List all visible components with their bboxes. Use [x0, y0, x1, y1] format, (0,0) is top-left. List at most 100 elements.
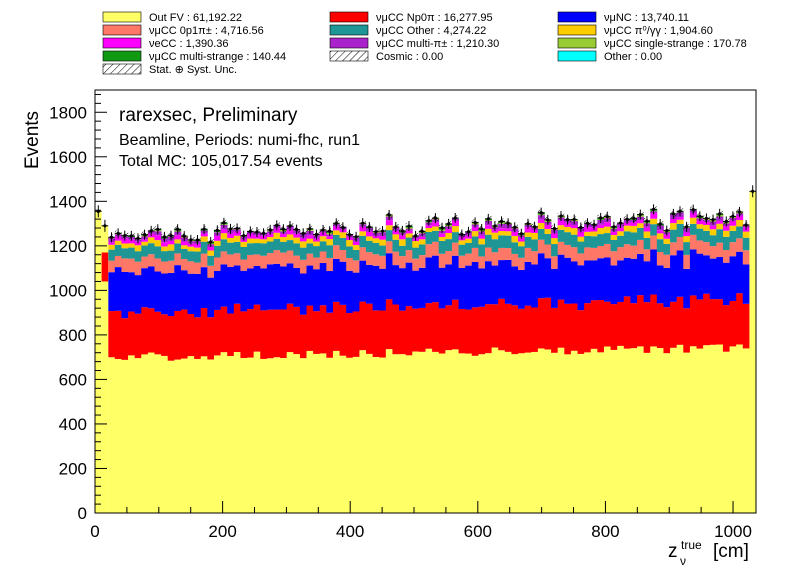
bar-segment: [630, 225, 638, 233]
bar-segment: [108, 260, 116, 273]
bar-segment: [736, 226, 744, 239]
bar-segment: [729, 230, 737, 243]
data-point: [486, 217, 490, 221]
data-point: [407, 224, 411, 228]
bar-segment: [332, 258, 340, 302]
bar-segment: [623, 222, 631, 226]
bar-segment: [736, 238, 744, 252]
bar-segment: [518, 257, 526, 270]
bar-segment: [366, 303, 374, 354]
bar-segment: [372, 356, 380, 513]
svg-text:z: z: [668, 541, 678, 562]
bar-segment: [128, 355, 136, 513]
data-point: [532, 225, 537, 229]
bar-segment: [637, 220, 645, 224]
bar-segment: [438, 236, 446, 241]
bar-segment: [564, 244, 572, 258]
bar-segment: [174, 235, 182, 240]
bar-segment: [603, 301, 611, 347]
data-point: [156, 227, 160, 231]
bar-segment: [504, 303, 512, 352]
bar-segment: [491, 239, 499, 253]
legend-entry: Cosmic : 0.00: [329, 50, 443, 63]
bar-segment: [359, 231, 367, 236]
bar-segment: [570, 247, 578, 262]
bar-segment: [650, 249, 658, 295]
bar-segment: [425, 228, 433, 232]
bar-segment: [240, 311, 248, 358]
bar-segment: [531, 239, 539, 252]
bar-segment: [689, 346, 697, 513]
bar-segment: [451, 299, 459, 350]
bar-segment: [114, 267, 122, 311]
legend: Out FV : 61,192.22 νμCC Np0π : 16,277.95 ν…: [102, 11, 747, 76]
bar-segment: [432, 255, 440, 303]
bar-segment: [617, 247, 625, 261]
bar-segment: [247, 357, 255, 513]
legend-swatch: [102, 11, 142, 23]
bar-segment: [544, 224, 552, 229]
bar-segment: [597, 228, 605, 235]
bar-segment: [418, 236, 426, 240]
bar-segment: [650, 218, 658, 225]
bar-segment: [670, 255, 678, 302]
bar-segment: [359, 247, 367, 261]
legend-entry: Out FV : 61,192.22: [102, 11, 242, 24]
bar-segment: [273, 357, 281, 513]
bar-segment: [471, 355, 479, 513]
data-point: [334, 221, 338, 225]
bar-segment: [346, 313, 354, 358]
data-point: [149, 229, 153, 233]
bar-segment: [590, 236, 598, 248]
bar-segment: [273, 239, 281, 251]
bar-segment: [412, 270, 420, 309]
bar-segment: [722, 250, 730, 263]
legend-swatch: [557, 50, 597, 62]
bar-segment: [379, 268, 387, 311]
x-tick-label: 1000: [714, 522, 752, 541]
bar-segment: [537, 348, 545, 513]
bar-segment: [326, 239, 334, 246]
legend-label: νμCC multi-strange : 140.44: [149, 51, 286, 63]
bar-segment: [121, 238, 129, 244]
bar-segment: [379, 239, 387, 246]
bar-segment: [478, 256, 486, 269]
bar-segment: [683, 254, 691, 269]
bar-segment: [504, 231, 512, 236]
bar-segment: [174, 253, 182, 266]
bar-segment: [564, 354, 572, 513]
bar-segment: [722, 262, 730, 306]
bar-segment: [742, 348, 750, 513]
bar-segment: [736, 251, 744, 294]
legend-label: Other : 0.00: [604, 51, 662, 63]
bar-segment: [174, 310, 182, 360]
bar-segment: [465, 353, 473, 513]
y-tick-label: 600: [59, 370, 87, 389]
bar-segment: [617, 345, 625, 513]
bar-segment: [557, 241, 565, 255]
bar-segment: [451, 242, 459, 256]
bar-segment: [418, 351, 426, 513]
bar-segment: [392, 354, 400, 513]
bar-segment: [187, 243, 195, 247]
bar-segment: [167, 260, 175, 273]
bar-segment: [147, 254, 155, 267]
bar-segment: [670, 242, 678, 256]
bar-segment: [253, 243, 261, 255]
bar-segment: [207, 265, 215, 278]
bar-segment: [445, 350, 453, 513]
bar-segment: [736, 215, 744, 220]
bar-segment: [656, 239, 664, 253]
bar-segment: [180, 248, 188, 260]
bar-segment: [200, 356, 208, 513]
bar-segment: [498, 235, 506, 248]
bar-segment: [722, 351, 730, 513]
bar-segment: [372, 235, 380, 239]
bar-segment: [683, 352, 691, 513]
bar-segment: [551, 307, 559, 353]
bar-segment: [313, 241, 321, 247]
bar-segment: [643, 249, 651, 262]
bar-segment: [511, 231, 519, 236]
bar-segment: [445, 264, 453, 306]
bar-segment: [392, 239, 400, 252]
